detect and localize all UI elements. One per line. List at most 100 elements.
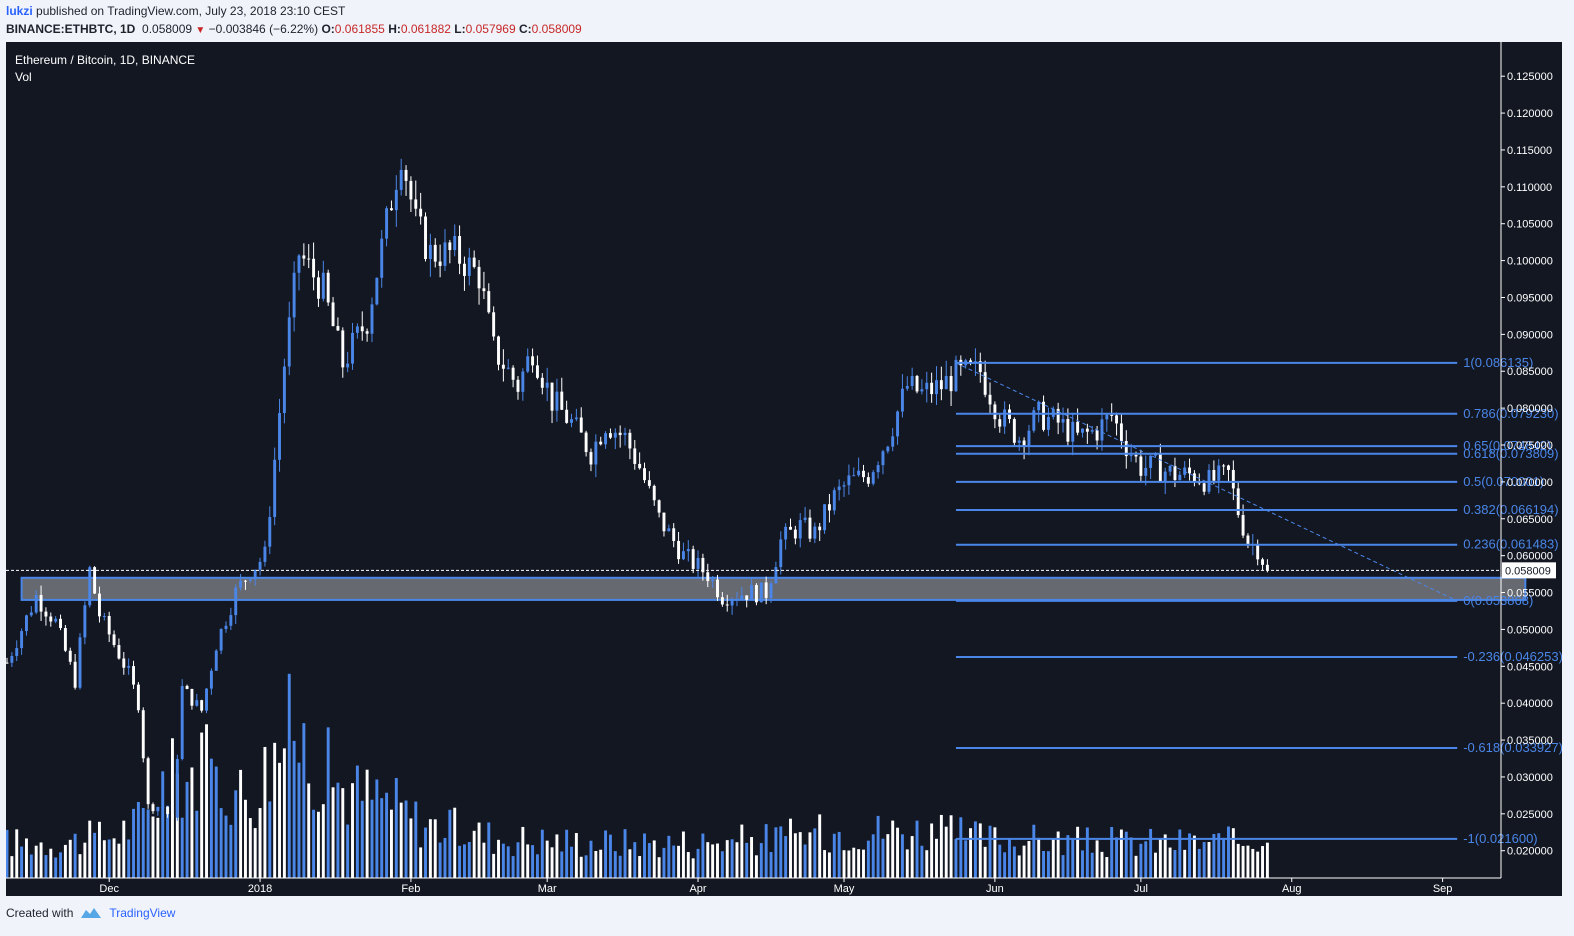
- price-tick-label: 0.025000: [1507, 809, 1553, 821]
- candle-body: [341, 330, 345, 368]
- volume-bar: [404, 800, 408, 878]
- volume-bar: [555, 834, 559, 878]
- volume-bar: [117, 843, 121, 878]
- volume-bar: [579, 856, 583, 878]
- volume-bar: [1222, 837, 1226, 878]
- chart-container[interactable]: 1(0.086135) 0.786(0.079230) 0.65(0.074842)…: [6, 42, 1562, 896]
- support-zone-layer[interactable]: [20, 576, 1527, 601]
- time-tick-label: Jun: [986, 883, 1004, 895]
- candle-body: [25, 615, 28, 632]
- candle-body: [219, 628, 223, 651]
- volume-bar: [1085, 827, 1089, 878]
- candle-body: [161, 806, 165, 808]
- volume-bar: [535, 854, 539, 878]
- candle-body: [302, 255, 306, 259]
- candle-body: [394, 189, 398, 211]
- candle-body: [1105, 414, 1109, 420]
- volume-bar: [1056, 831, 1060, 878]
- candle-body: [1134, 455, 1138, 457]
- candle-body: [1017, 440, 1021, 443]
- tradingview-link[interactable]: TradingView: [109, 906, 176, 920]
- candle-body: [827, 504, 831, 511]
- candle-body: [83, 605, 87, 638]
- price-axis[interactable]: 0.020000 0.025000 0.030000 0.035000 0.040000…: [6, 42, 1556, 878]
- candle-body: [424, 216, 427, 260]
- volume-bar: [102, 840, 106, 878]
- volume-bar: [122, 820, 126, 878]
- volume-bar: [978, 823, 982, 878]
- volume-bar: [857, 849, 861, 878]
- candle-body: [10, 655, 14, 663]
- candle-body: [68, 650, 72, 662]
- candle-body: [1100, 419, 1104, 441]
- volume-bar: [321, 804, 325, 878]
- volume-bar: [49, 848, 53, 878]
- volume-bar: [613, 851, 617, 878]
- price-chart[interactable]: 1(0.086135) 0.786(0.079230) 0.65(0.074842)…: [6, 42, 1562, 896]
- candle-body: [501, 364, 505, 369]
- candle-body: [1061, 419, 1065, 423]
- volume-bar: [837, 831, 841, 878]
- candle-body: [497, 336, 500, 365]
- volume-bar: [297, 762, 301, 878]
- candle-body: [594, 441, 598, 465]
- volume-bar: [1134, 855, 1138, 878]
- volume-bar: [681, 831, 685, 878]
- volume-bar: [185, 781, 189, 878]
- open-label: O:: [321, 22, 335, 36]
- candle-body: [857, 470, 861, 476]
- volume-bar: [784, 836, 788, 878]
- candle-body: [185, 685, 189, 689]
- volume-bar: [983, 846, 987, 878]
- candle-body: [599, 441, 603, 445]
- volume-bar: [701, 833, 705, 878]
- volume-bar: [467, 842, 471, 878]
- volume-bar: [6, 829, 9, 878]
- publish-header: lukzi published on TradingView.com, July…: [6, 4, 345, 18]
- volume-bar: [385, 792, 389, 878]
- volume-bar: [151, 816, 155, 878]
- candle-body: [789, 526, 792, 530]
- candle-body: [141, 710, 145, 759]
- candle-body: [754, 585, 758, 603]
- candle-body: [983, 372, 987, 395]
- candle-body: [560, 391, 564, 410]
- candle-body: [910, 375, 914, 386]
- volume-bar: [1236, 843, 1240, 878]
- volume-bar: [750, 837, 754, 878]
- volume-bar: [1154, 852, 1157, 878]
- volume-bar: [1095, 840, 1099, 878]
- candle-body: [243, 580, 247, 582]
- volume-bar: [424, 827, 427, 878]
- price-tick-label: 0.075000: [1507, 440, 1553, 452]
- candle-body: [297, 255, 301, 273]
- candle-body: [39, 595, 43, 612]
- fib-level-label: 0.236(0.061483): [1463, 537, 1558, 552]
- volume-bar: [1100, 851, 1104, 878]
- candle-body: [1246, 535, 1250, 545]
- candle-body: [1115, 415, 1119, 424]
- candle-body: [375, 277, 379, 305]
- candle-body: [555, 391, 559, 411]
- candle-body: [307, 258, 311, 260]
- time-axis[interactable]: Dec 2018 Feb Mar Apr May Jun Jul Aug Sep: [6, 877, 1501, 895]
- volume-bar: [740, 824, 744, 878]
- candle-body: [574, 417, 578, 420]
- candle-body: [779, 539, 783, 568]
- candle-body: [326, 272, 330, 303]
- volume-bar: [482, 842, 486, 878]
- open-value: 0.061855: [334, 22, 385, 36]
- volume-bar: [584, 855, 588, 878]
- candle-body: [117, 645, 121, 659]
- candle-body: [492, 312, 496, 337]
- candle-body: [253, 569, 257, 580]
- candle-body: [122, 658, 126, 668]
- fib-retracement[interactable]: 1(0.086135) 0.786(0.079230) 0.65(0.074842)…: [955, 355, 1562, 846]
- volume-bar: [1158, 838, 1162, 878]
- volume-bar: [643, 833, 646, 878]
- author-name[interactable]: lukzi: [6, 4, 33, 18]
- candle-body: [63, 628, 67, 651]
- volume-bar: [677, 845, 681, 878]
- price-tick-label: 0.100000: [1507, 256, 1553, 268]
- volume-bar: [531, 845, 535, 878]
